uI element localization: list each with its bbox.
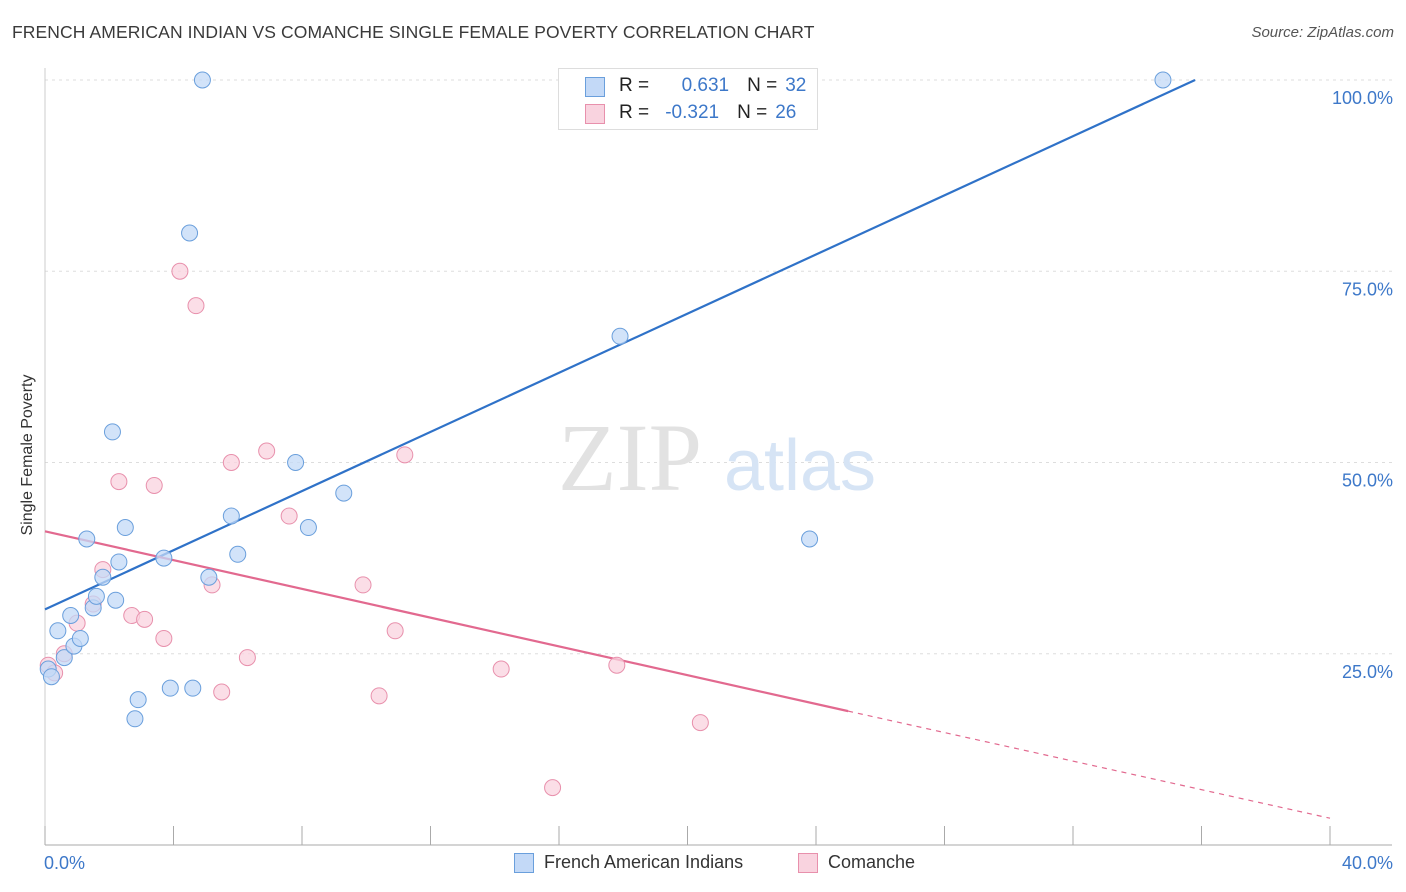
watermark: ZIP atlas — [558, 404, 876, 511]
data-point-french-american-indians — [94, 568, 112, 586]
legend-label: Comanche — [828, 852, 916, 872]
r-value: 0.631 — [681, 75, 730, 96]
data-point-french-american-indians — [116, 519, 134, 537]
trend-line-comanche — [44, 530, 849, 713]
grid-lines — [45, 79, 1392, 655]
n-value: 26 — [775, 102, 797, 123]
chart-title: FRENCH AMERICAN INDIAN VS COMANCHE SINGL… — [12, 22, 815, 42]
data-point-comanche — [544, 779, 562, 797]
data-point-french-american-indians — [129, 691, 147, 709]
data-point-french-american-indians — [155, 549, 173, 567]
r-label: R = — [619, 75, 650, 96]
data-point-french-american-indians — [801, 530, 819, 548]
data-points — [39, 71, 1172, 797]
data-point-french-american-indians — [222, 507, 240, 525]
data-point-comanche — [370, 687, 388, 705]
legend-swatch-pink — [585, 104, 605, 124]
data-point-comanche — [280, 507, 298, 525]
data-point-french-american-indians — [107, 591, 125, 609]
data-point-comanche — [110, 473, 128, 491]
data-point-french-american-indians — [49, 622, 67, 640]
legend-swatch-pink — [798, 852, 818, 873]
data-point-french-american-indians — [161, 679, 179, 697]
y-tick-label: 100.0% — [1332, 88, 1393, 108]
legend-swatch-blue — [514, 852, 534, 873]
source-label: Source: ZipAtlas.com — [1251, 24, 1394, 41]
data-point-comanche — [258, 442, 276, 460]
data-point-french-american-indians — [71, 629, 89, 647]
trend-line-comanche-extrapolated — [847, 710, 1331, 819]
n-label: N = — [737, 102, 768, 123]
n-label: N = — [747, 75, 778, 96]
data-point-comanche — [136, 610, 154, 628]
data-point-french-american-indians — [335, 484, 353, 502]
data-point-comanche — [171, 262, 189, 280]
data-point-french-american-indians — [181, 224, 199, 242]
correlation-legend: R = 0.631 N = 32 R = -0.321 N = 26 — [558, 68, 818, 130]
data-point-comanche — [238, 649, 256, 667]
data-point-french-american-indians — [62, 607, 80, 624]
tick-labels: 25.0% 50.0% 75.0% 100.0% 0.0% 40.0% — [44, 88, 1393, 873]
data-point-comanche — [145, 476, 163, 494]
x-tick-label: 40.0% — [1342, 853, 1393, 873]
r-label: R = — [619, 102, 650, 123]
legend-swatch-blue — [585, 77, 605, 97]
y-tick-label: 25.0% — [1342, 662, 1393, 682]
data-point-french-american-indians — [78, 530, 96, 548]
data-point-french-american-indians — [200, 568, 218, 586]
data-point-french-american-indians — [299, 519, 317, 537]
data-point-french-american-indians — [87, 587, 105, 605]
data-point-comanche — [222, 454, 240, 471]
data-point-french-american-indians — [42, 668, 60, 686]
y-axis-label: Single Female Poverty — [19, 374, 36, 536]
data-point-comanche — [213, 683, 231, 701]
data-point-french-american-indians — [1154, 71, 1172, 89]
series-legend: French American Indians Comanche — [0, 852, 1406, 878]
legend-label: French American Indians — [544, 852, 744, 872]
data-point-french-american-indians — [55, 649, 73, 667]
legend-item-french-american-indians[interactable]: French American Indians — [514, 852, 743, 873]
data-point-comanche — [492, 660, 510, 678]
legend-row-pink: R = -0.321 N = 26 — [585, 102, 796, 124]
data-point-french-american-indians — [193, 71, 211, 89]
data-point-comanche — [155, 629, 173, 647]
r-value: -0.321 — [665, 102, 720, 123]
data-point-french-american-indians — [287, 454, 305, 471]
legend-row-blue: R = 0.631 N = 32 — [585, 75, 806, 97]
data-point-french-american-indians — [184, 679, 202, 697]
data-point-french-american-indians — [126, 710, 144, 728]
x-tick-label: 0.0% — [44, 853, 85, 873]
data-point-comanche — [386, 622, 404, 640]
y-tick-label: 75.0% — [1342, 279, 1393, 299]
watermark-atlas: atlas — [724, 426, 876, 506]
data-point-comanche — [187, 297, 205, 315]
data-point-french-american-indians — [103, 423, 121, 441]
data-point-french-american-indians — [229, 545, 247, 563]
data-point-french-american-indians — [110, 553, 128, 571]
data-point-comanche — [396, 446, 414, 464]
y-tick-label: 50.0% — [1342, 471, 1393, 491]
data-point-comanche — [354, 576, 372, 594]
axes — [44, 68, 1392, 846]
data-point-comanche — [691, 714, 709, 732]
watermark-zip: ZIP — [558, 404, 702, 511]
data-point-comanche — [608, 656, 626, 674]
n-value: 32 — [785, 75, 807, 96]
legend-item-comanche[interactable]: Comanche — [798, 852, 915, 873]
data-point-french-american-indians — [611, 327, 629, 345]
